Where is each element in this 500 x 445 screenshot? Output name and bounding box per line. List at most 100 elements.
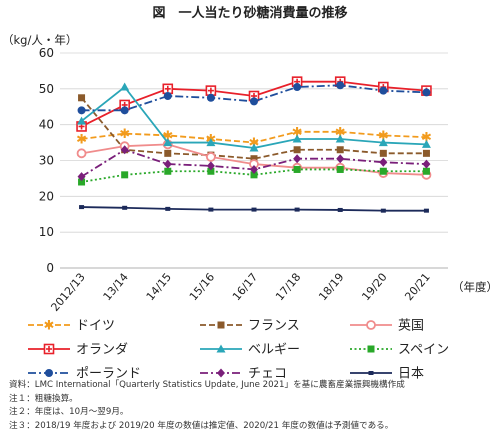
data-point: ✱ xyxy=(162,129,173,144)
data-point xyxy=(164,149,172,157)
series-line xyxy=(80,97,427,160)
data-point xyxy=(336,146,344,154)
data-point xyxy=(378,138,388,147)
data-point xyxy=(379,157,388,167)
data-point xyxy=(165,206,171,211)
series-line xyxy=(81,130,427,144)
data-point xyxy=(77,116,87,125)
data-point xyxy=(423,208,429,213)
y-tick-label: 0 xyxy=(46,261,54,275)
series-lines: ✱✱✱✱✱✱✱✱✱ xyxy=(76,76,432,213)
legend-marker xyxy=(43,343,55,355)
data-point xyxy=(162,83,174,95)
data-point: ✱ xyxy=(292,125,303,140)
legend-marker xyxy=(366,320,376,330)
data-point xyxy=(120,106,129,115)
data-point xyxy=(336,154,345,164)
series-line xyxy=(81,168,427,183)
legend-item: ✱ ドイツ xyxy=(28,319,115,334)
data-point xyxy=(120,82,130,91)
data-point xyxy=(380,208,386,213)
data-point xyxy=(293,154,302,164)
series-line xyxy=(81,84,427,112)
data-point xyxy=(206,138,216,147)
series-チェコ xyxy=(77,145,431,182)
legend-marker xyxy=(217,368,225,378)
data-point xyxy=(336,81,345,90)
legend-marker xyxy=(216,344,226,353)
legend-item: チェコ xyxy=(200,367,287,382)
legend-marker xyxy=(367,345,375,353)
x-tick-label: 16/17 xyxy=(230,271,260,304)
legend-marker xyxy=(368,371,374,375)
data-point xyxy=(422,159,431,169)
data-point xyxy=(422,167,430,175)
legend-item: オランダ xyxy=(28,343,128,358)
data-point xyxy=(250,164,258,174)
y-tick-label: 40 xyxy=(39,118,54,132)
legend-label: オランダ xyxy=(76,343,128,358)
data-point xyxy=(336,165,344,173)
data-point xyxy=(77,172,86,182)
legend-item: ベルギー xyxy=(200,343,300,358)
legend-marker xyxy=(45,369,53,377)
data-point xyxy=(164,167,172,175)
legend-label: ポーランド xyxy=(76,367,141,382)
data-point xyxy=(337,207,343,212)
data-point xyxy=(206,93,215,102)
series-スペイン xyxy=(78,165,430,186)
legend-label: スペイン xyxy=(398,343,449,358)
data-point xyxy=(249,143,259,152)
data-point: ✱ xyxy=(378,129,389,144)
legend-label: フランス xyxy=(248,319,300,334)
y-tick-label: 60 xyxy=(39,46,54,60)
x-tick-label: 15/16 xyxy=(187,271,217,304)
data-point xyxy=(163,159,172,169)
legend-item: 日本 xyxy=(350,367,424,382)
y-tick-label: 20 xyxy=(39,189,54,203)
x-tick-label: 2012/13 xyxy=(49,271,88,314)
y-tick-labels: 0 10 20 30 40 50 60 xyxy=(39,46,54,275)
data-point xyxy=(292,134,302,143)
note-1: 注１：粗糖換算。 xyxy=(9,393,78,404)
footnotes: 資料：LMC International「Quarterly Statistic… xyxy=(9,379,497,433)
data-point xyxy=(294,207,300,212)
data-point xyxy=(205,85,217,96)
data-point xyxy=(379,167,387,175)
data-point xyxy=(379,86,388,95)
x-tick-labels: 2012/13 13/14 14/15 15/16 16/17 17/18 18/19 19/… xyxy=(49,271,433,314)
data-point xyxy=(335,134,345,143)
data-point xyxy=(250,155,258,163)
series-日本 xyxy=(79,205,429,213)
data-point xyxy=(76,148,87,159)
data-point xyxy=(421,139,431,148)
data-point: ✱ xyxy=(335,125,346,140)
note-3: 注３：2018/19 年度および 2019/20 年度の数値は推定値、2020/… xyxy=(9,420,394,431)
data-point xyxy=(379,149,387,157)
x-tick-label: 18/19 xyxy=(316,271,346,304)
y-tick-label: 10 xyxy=(39,225,54,239)
data-point xyxy=(293,83,302,92)
x-tick-label: 19/20 xyxy=(359,271,389,304)
data-point xyxy=(208,207,214,212)
y-tick-label: 50 xyxy=(39,82,54,96)
legend-label: ドイツ xyxy=(76,319,115,334)
data-point xyxy=(207,167,215,175)
data-point xyxy=(122,205,128,210)
x-axis-label: （年度） xyxy=(452,280,498,294)
y-tick-label: 30 xyxy=(39,154,54,168)
legend-item: フランス xyxy=(200,319,300,334)
data-point xyxy=(120,145,129,155)
data-point xyxy=(250,97,258,106)
y-axis-label: （kg/人・年） xyxy=(2,33,77,47)
data-point xyxy=(78,178,86,186)
legend-item: ポーランド xyxy=(28,367,141,382)
data-point xyxy=(422,149,430,157)
data-point xyxy=(422,88,431,97)
data-point xyxy=(206,161,215,171)
data-point xyxy=(163,92,172,100)
data-point xyxy=(251,207,257,212)
legend-label: ベルギー xyxy=(248,343,300,358)
x-tick-label: 17/18 xyxy=(273,271,303,304)
